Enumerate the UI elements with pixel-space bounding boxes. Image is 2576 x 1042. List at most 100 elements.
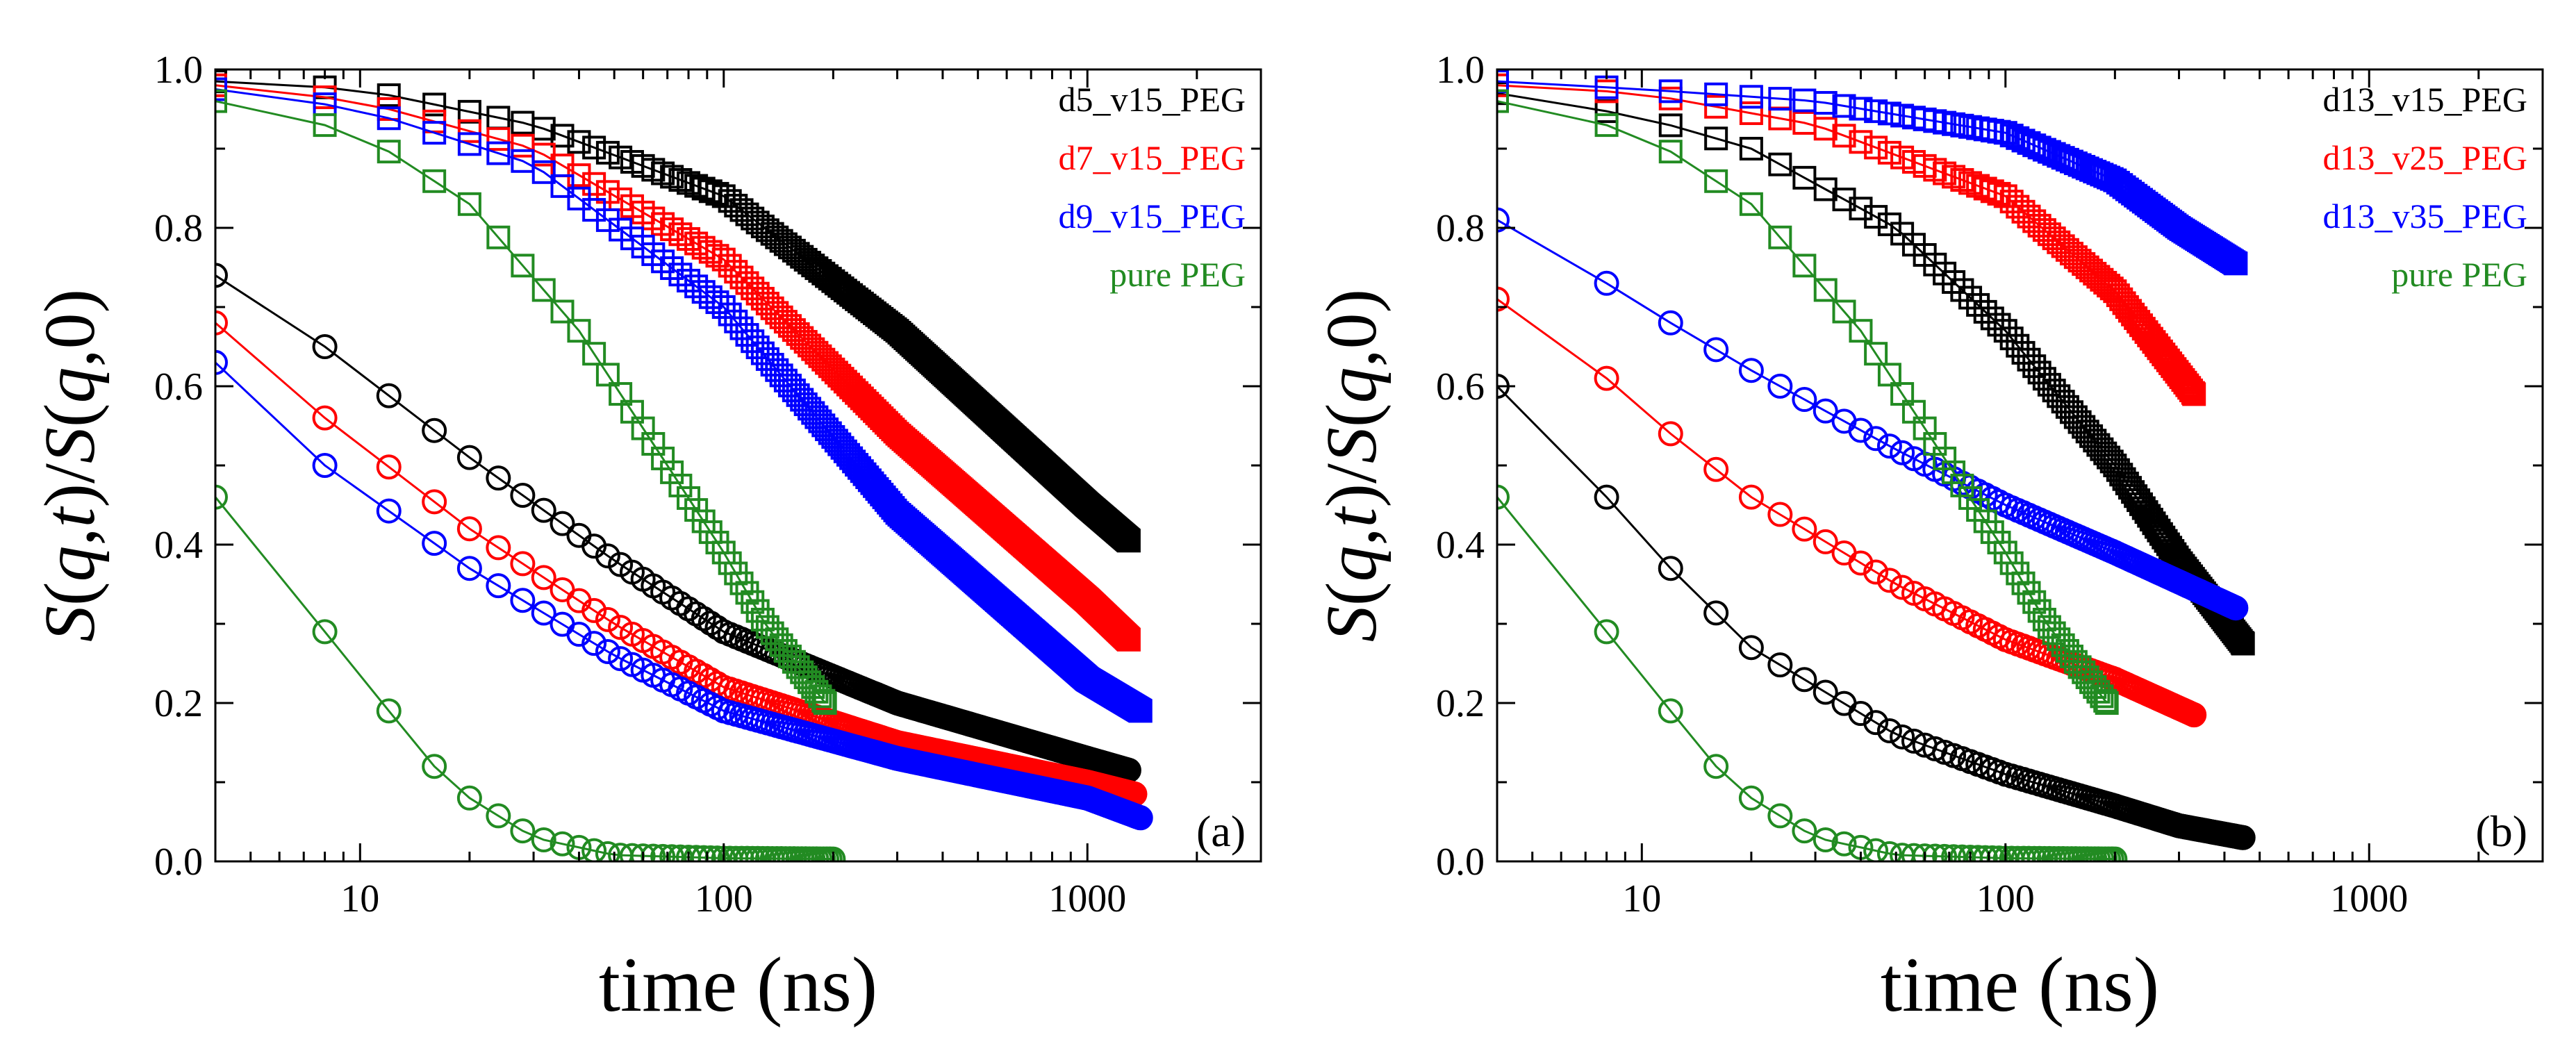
data-point-square [2229, 629, 2253, 653]
data-point-square [2179, 378, 2204, 402]
panel-label: (b) [2475, 807, 2527, 856]
y-tick-label: 0.6 [1436, 365, 1485, 408]
data-point-circle [820, 846, 846, 861]
data-point-circle [1890, 574, 1915, 600]
data-point-circle [1703, 600, 1729, 626]
data-point-square [1933, 161, 1957, 185]
data-point-circle [1901, 728, 1926, 754]
data-point-square [811, 688, 836, 713]
panel-a: 10 100 1000 0.0 0.2 0.4 0.6 0.8 1.0 time (ns) S(q,… [30, 49, 1262, 1028]
data-point-square [660, 165, 684, 189]
data-point-circle [510, 588, 536, 613]
data-point-square [582, 342, 606, 366]
data-point-square [313, 113, 337, 138]
data-point-circle [376, 454, 402, 480]
data-point-square [651, 161, 675, 185]
data-point-circle [1703, 754, 1729, 779]
data-point-circle [2102, 846, 2128, 861]
y-tick-label: 0.0 [154, 841, 203, 884]
legend-entry: pure PEG [1109, 255, 1246, 294]
data-point-square [711, 247, 736, 272]
data-point-circle [595, 639, 620, 665]
data-point-square [582, 135, 606, 160]
data-point-circle [531, 565, 556, 590]
data-point-circle [531, 600, 556, 626]
data-point-square [1942, 270, 1966, 294]
data-point-square [660, 460, 684, 484]
data-point-square [567, 319, 591, 343]
data-point-square [813, 691, 837, 715]
data-point-circle [215, 349, 228, 375]
data-point-circle [510, 818, 536, 844]
data-point-circle [1912, 843, 1938, 861]
data-point-square [677, 227, 701, 251]
data-point-square [550, 174, 575, 198]
data-point-circle [1831, 831, 1857, 857]
data-point-circle [1497, 286, 1510, 312]
data-point-square [595, 363, 620, 387]
x-tick-label: 10 [340, 877, 379, 920]
data-point-square [215, 89, 227, 113]
data-point-circle [581, 597, 607, 623]
data-point-square [1950, 473, 1974, 497]
data-point-circle [1497, 484, 1510, 510]
data-point-circle [1863, 559, 1889, 585]
data-point-square [457, 192, 481, 216]
data-point-square [1958, 486, 1983, 510]
data-point-square [651, 249, 675, 274]
data-point-square [698, 240, 723, 264]
data-point-circle [1738, 635, 1764, 661]
data-point-square [705, 290, 729, 315]
data-point-square [1704, 94, 1728, 119]
series-d13-v35-peg-squares [1497, 69, 2248, 276]
data-point-circle [691, 606, 716, 631]
data-point-square [1864, 205, 1888, 229]
data-point-circle [312, 453, 338, 478]
data-point-square [1942, 165, 1966, 189]
data-point-circle [608, 646, 634, 672]
data-point-circle [1972, 845, 1998, 861]
data-point-square [377, 106, 401, 131]
data-point-circle [422, 489, 447, 515]
series-d7-v15-peg-squares [215, 73, 1141, 652]
data-point-circle [1792, 387, 1817, 413]
series-pure-peg-squares [215, 89, 837, 715]
data-point-square [1950, 278, 1974, 302]
data-point-circle [312, 334, 338, 359]
data-point-circle [630, 843, 656, 861]
data-point-square [1768, 225, 1792, 249]
data-point-square [668, 473, 693, 497]
data-point-square [550, 299, 575, 324]
data-point-circle [1932, 843, 1958, 861]
data-point-square [1864, 342, 1888, 366]
data-point-circle [1594, 484, 1619, 510]
data-point-square [1849, 197, 1873, 221]
data-point-square [1942, 460, 1966, 484]
data-point-circle [1876, 841, 1902, 861]
series-pure-peg-squares [1497, 89, 2119, 715]
data-point-square [1987, 181, 2011, 206]
data-point-circle [1792, 818, 1817, 844]
data-point-square [684, 231, 709, 256]
legend-entry: pure PEG [2391, 255, 2527, 294]
data-point-circle [215, 310, 228, 336]
y-tick-label: 0.2 [154, 682, 203, 725]
data-point-square [1813, 91, 1838, 115]
y-tick-label: 1.0 [1436, 49, 1485, 92]
series-d13-v25-peg-squares [1497, 73, 2206, 406]
plot-area [215, 69, 1153, 861]
data-point-square [1933, 110, 1957, 135]
series-d13-v25-peg-circles [1497, 286, 2207, 728]
data-point-square [2177, 376, 2202, 400]
legend-entry: d13_v35_PEG [2323, 197, 2527, 235]
panel-label: (a) [1196, 807, 1246, 856]
data-point-circle [1863, 426, 1889, 452]
data-point-circle [1703, 337, 1729, 363]
series-d13-v15-peg-circles [1497, 374, 2256, 850]
data-point-square [422, 121, 447, 145]
data-point-circle [1813, 529, 1838, 554]
data-point-circle [486, 535, 511, 561]
y-tick-label: 0.2 [1436, 682, 1485, 725]
data-point-square [1739, 101, 1763, 125]
